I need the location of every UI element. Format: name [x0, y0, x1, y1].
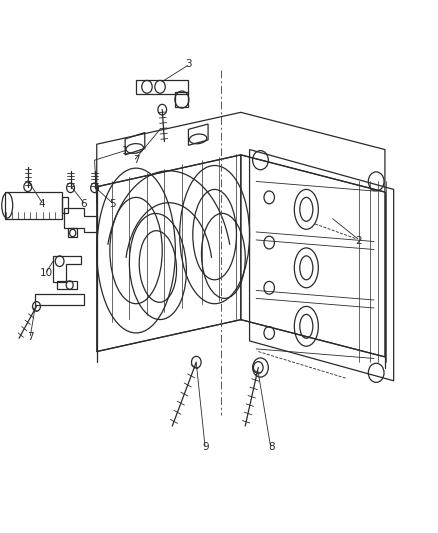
Text: 8: 8: [268, 442, 275, 452]
Text: 5: 5: [109, 199, 115, 209]
Text: 1: 1: [122, 146, 128, 156]
Text: 10: 10: [40, 268, 53, 278]
Text: 2: 2: [355, 236, 362, 246]
Text: 7: 7: [133, 155, 139, 165]
Text: 7: 7: [27, 332, 34, 342]
Text: 4: 4: [39, 199, 46, 209]
Text: 3: 3: [185, 60, 192, 69]
Text: 6: 6: [80, 199, 87, 209]
Text: 9: 9: [203, 442, 209, 452]
